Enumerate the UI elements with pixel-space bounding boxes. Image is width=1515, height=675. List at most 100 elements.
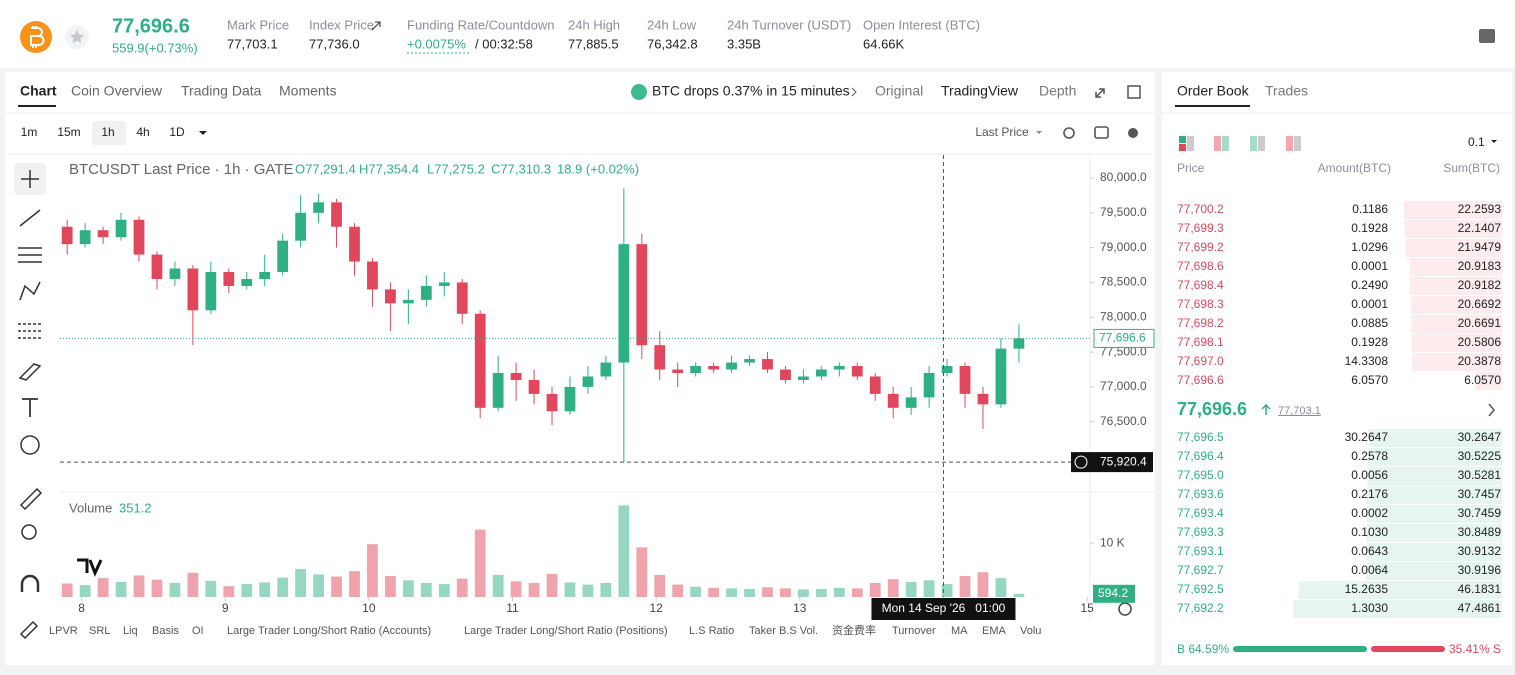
indicator[interactable]: Basis: [152, 625, 179, 637]
candle-body: [798, 376, 809, 380]
candle-body: [277, 240, 289, 273]
layout-icons[interactable]: [1179, 136, 1301, 151]
stat-label: 24h Low: [647, 17, 697, 32]
ob-amount: 0.1186: [1352, 202, 1388, 216]
indicator[interactable]: 资金费率: [832, 623, 876, 637]
view-tab[interactable]: TradingView: [941, 83, 1019, 99]
ruler-tool[interactable]: [19, 487, 43, 511]
ob-buy-ratio: B 64.59%: [1177, 642, 1229, 656]
indicator[interactable]: SRL: [89, 625, 110, 637]
chevron: [851, 87, 857, 97]
emoji-tool[interactable]: [20, 435, 40, 455]
indicator[interactable]: LPVR: [49, 625, 78, 637]
interval[interactable]: 4h: [136, 125, 149, 139]
expand-icon[interactable]: [1095, 88, 1105, 98]
chart-tab[interactable]: Moments: [279, 83, 337, 99]
candle-body: [941, 366, 953, 373]
price-type[interactable]: Last Price: [975, 125, 1029, 139]
interval[interactable]: 1h: [101, 125, 114, 139]
ob-sum: 30.2647: [1458, 430, 1502, 444]
volume-bar: [474, 529, 486, 597]
candle-body: [600, 362, 612, 377]
candle-body: [97, 230, 109, 238]
candle-body: [833, 366, 845, 370]
zoom-tool[interactable]: [21, 524, 37, 540]
indicator[interactable]: Taker B.S Vol.: [749, 625, 818, 637]
settings-icon[interactable]: [1128, 128, 1138, 138]
indicator[interactable]: Large Trader Long/Short Ratio (Accounts): [227, 625, 431, 637]
depth-bar: [1366, 524, 1502, 542]
volume-bar: [977, 572, 989, 597]
text-tool[interactable]: [22, 398, 38, 417]
ob-sum: 46.1831: [1458, 582, 1502, 596]
ob-sum: 20.9182: [1458, 278, 1502, 292]
ob-tab[interactable]: Order Book: [1177, 83, 1250, 99]
coin-glyph: [30, 26, 45, 48]
axis-settings[interactable]: [1118, 602, 1132, 616]
ob-amount: 15.2635: [1345, 582, 1389, 596]
volume-bar: [205, 580, 217, 597]
ob-sum: 20.5806: [1458, 335, 1502, 349]
view-tab[interactable]: Original: [875, 83, 923, 99]
brush-tool[interactable]: [18, 363, 42, 381]
depth-bar: [1405, 239, 1502, 257]
x-tick-label: 10: [362, 601, 376, 615]
depth-bar: [1411, 315, 1502, 333]
ob-amount: 0.0001: [1351, 259, 1388, 273]
depth-bar: [1411, 334, 1502, 352]
y-tick-label: 78,000.0: [1100, 309, 1147, 323]
channel-tool[interactable]: [18, 247, 42, 263]
ob-price: 77,693.4: [1177, 506, 1224, 520]
volume-bar: [618, 505, 630, 597]
volume-bar: [869, 582, 881, 597]
candle-body: [654, 345, 666, 370]
add-alert[interactable]: [1074, 455, 1088, 469]
indicator[interactable]: Liq: [123, 625, 138, 637]
ob-tab[interactable]: Trades: [1265, 83, 1308, 99]
indicator[interactable]: Turnover: [892, 625, 936, 637]
ob-step[interactable]: 0.1: [1468, 135, 1485, 149]
indicator[interactable]: Large Trader Long/Short Ratio (Positions…: [464, 625, 668, 637]
y-tick-label: 78,500.0: [1100, 275, 1147, 289]
top-bar: [0, 0, 1515, 68]
ob-amount: 0.0001: [1351, 297, 1388, 311]
pencil-tool[interactable]: [19, 620, 39, 640]
ob-amount: 0.0885: [1351, 316, 1388, 330]
crosshair-x-box: [871, 598, 1016, 620]
interval[interactable]: 1D: [169, 125, 185, 139]
chart-tab[interactable]: Trading Data: [181, 83, 262, 99]
chart-tab[interactable]: Coin Overview: [71, 83, 163, 99]
last-price: 77,696.6: [112, 15, 190, 37]
depth-bar: [1404, 201, 1502, 219]
indicator[interactable]: L.S Ratio: [689, 625, 734, 637]
volume-legend: 351.2: [119, 500, 152, 515]
book-icon[interactable]: [1479, 29, 1495, 43]
volume-bar: [887, 579, 899, 597]
interval[interactable]: 15m: [57, 125, 80, 139]
line-tool[interactable]: [19, 209, 41, 227]
fib-tool[interactable]: [18, 323, 42, 339]
volume-bar: [546, 573, 558, 597]
camera-icon[interactable]: [1094, 126, 1109, 139]
stat-label: 24h Turnover (USDT): [727, 17, 851, 32]
search-icon[interactable]: [1063, 127, 1075, 139]
volume-bar: [1013, 593, 1025, 597]
view-tab[interactable]: Depth: [1039, 83, 1076, 99]
volume-bar: [636, 547, 648, 597]
volume-bar: [582, 584, 594, 597]
window-icon[interactable]: [1127, 85, 1141, 99]
chart-tab[interactable]: Chart: [20, 83, 57, 99]
indicator[interactable]: MA: [951, 625, 968, 637]
candle-body: [672, 369, 684, 373]
candle-body: [762, 359, 773, 370]
indicator[interactable]: OI: [192, 625, 204, 637]
indicator[interactable]: Volu: [1020, 625, 1041, 637]
pattern-tool[interactable]: [19, 281, 41, 301]
indicator[interactable]: EMA: [982, 625, 1007, 637]
magnet-tool[interactable]: [20, 574, 40, 592]
candle-body: [420, 285, 432, 300]
crosshair-tool[interactable]: [21, 170, 39, 188]
ob-header: Sum(BTC): [1443, 161, 1500, 175]
chevron[interactable]: [1488, 403, 1495, 417]
interval[interactable]: 1m: [21, 125, 38, 139]
